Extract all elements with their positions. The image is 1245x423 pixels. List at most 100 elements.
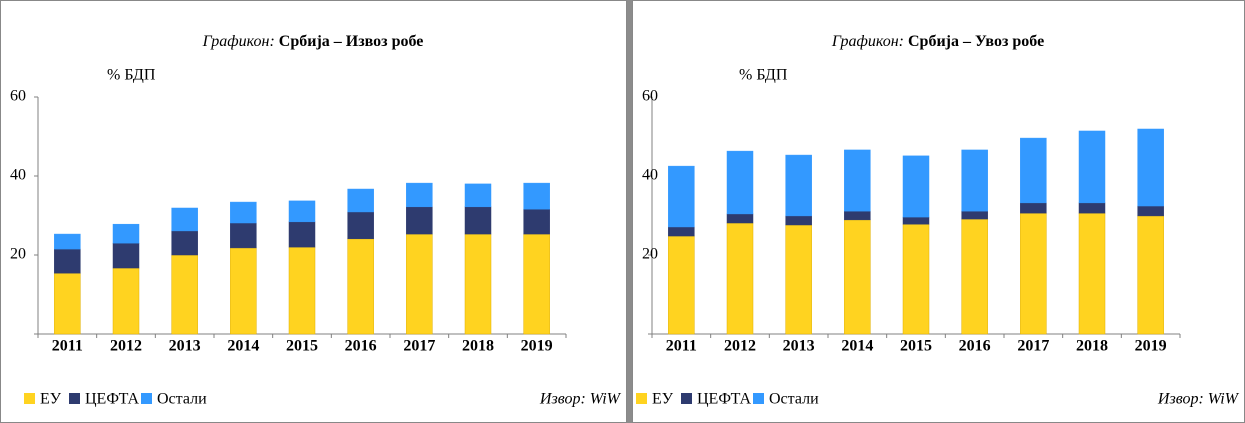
x-tick-label: 2014 [227,338,259,355]
legend-swatch [24,393,35,404]
bar-segment [726,222,754,335]
bar-segment [668,165,695,228]
bar-segment [171,230,198,256]
x-tick-label: 2014 [841,338,873,355]
legend-label: ЦЕФТА [697,391,752,408]
bar-segment [171,254,198,335]
bar-segment [464,233,492,335]
bar-segment [464,206,492,235]
bar-segment [347,211,374,240]
bar-segment [902,223,930,335]
bar-segment [1020,137,1047,204]
y-tick-label: 60 [10,88,26,105]
x-tick-label: 2011 [666,338,697,355]
bar-segment [1078,130,1106,204]
bar-segment [406,233,433,335]
x-tick-label: 2012 [110,338,142,355]
bar-segment [112,267,140,335]
bar-segment [668,235,695,335]
bar-segment [1020,202,1047,214]
bar-segment [230,247,257,335]
chart-title: Графикон: Србија – Извоз робе [202,33,424,50]
x-tick-label: 2019 [521,338,553,355]
bar-segment [902,216,930,225]
legend-swatch [141,393,152,404]
bar-segment [961,149,988,212]
bar-segment [347,238,374,335]
x-tick-label: 2012 [724,338,756,355]
title-text: Србија – Увоз робе [908,33,1044,50]
bar-segment [523,208,550,235]
bar-segment [523,182,550,210]
bar-segment [726,213,754,224]
bar-segment [668,226,695,237]
bar-segment [523,233,550,335]
legend-label: Остали [157,391,207,408]
bar-segment [230,201,257,224]
bar-segment [54,272,81,335]
legend-swatch [681,393,692,404]
bar-segment [347,188,374,213]
y-axis-label: % БДП [107,67,156,84]
x-tick-label: 2016 [345,338,377,355]
x-tick-label: 2016 [959,338,991,355]
bar-segment [1078,212,1106,335]
bar-segment [844,219,871,335]
bar-segment [406,182,433,208]
bar-segment [112,223,140,244]
bar-segment [406,206,433,235]
bar-segment [54,248,81,274]
title-label: Графикон: [831,33,904,50]
bar-segment [1137,128,1164,207]
bar-segment [464,183,492,208]
y-tick-label: 20 [10,246,26,263]
bar-segment [1078,202,1106,214]
x-tick-label: 2013 [169,338,201,355]
source: Извор: WiW [1157,391,1240,408]
x-tick-label: 2015 [286,338,318,355]
legend-label: Остали [769,391,819,408]
legend-swatch [636,393,647,404]
bar-segment [54,233,81,250]
bar-segment [785,224,812,335]
legend-swatch [69,393,80,404]
y-tick-label: 40 [642,167,658,184]
legend-label: ЕУ [40,391,62,408]
x-tick-label: 2015 [900,338,932,355]
x-tick-label: 2017 [1017,338,1049,355]
bar-segment [844,210,871,221]
source: Извор: WiW [539,391,622,408]
x-tick-label: 2018 [462,338,494,355]
y-axis-label: % БДП [739,67,788,84]
bar-segment [1137,215,1164,335]
bar-segment [785,215,812,226]
bar-segment [230,222,257,249]
y-tick-label: 60 [642,88,658,105]
bar-segment [844,149,871,212]
bar-segment [902,155,930,218]
legend-label: ЕУ [652,391,674,408]
bar-segment [112,242,140,269]
y-tick-label: 20 [642,246,658,263]
bar-segment [1137,205,1164,217]
chart-title: Графикон: Србија – Увоз робе [831,33,1044,50]
bar-segment [171,207,198,232]
bar-segment [785,154,812,217]
title-label: Графикон: [202,33,275,50]
bar-segment [288,246,316,335]
bar-segment [288,221,316,248]
x-tick-label: 2017 [403,338,435,355]
bar-segment [288,200,316,223]
x-tick-label: 2011 [52,338,83,355]
x-tick-label: 2018 [1076,338,1108,355]
title-text: Србија – Извоз робе [279,33,424,50]
bar-segment [961,210,988,220]
bar-segment [961,218,988,335]
bar-segment [726,150,754,215]
divider [627,0,632,423]
y-tick-label: 40 [10,167,26,184]
x-tick-label: 2019 [1135,338,1167,355]
x-tick-label: 2013 [783,338,815,355]
bar-segment [1020,212,1047,335]
